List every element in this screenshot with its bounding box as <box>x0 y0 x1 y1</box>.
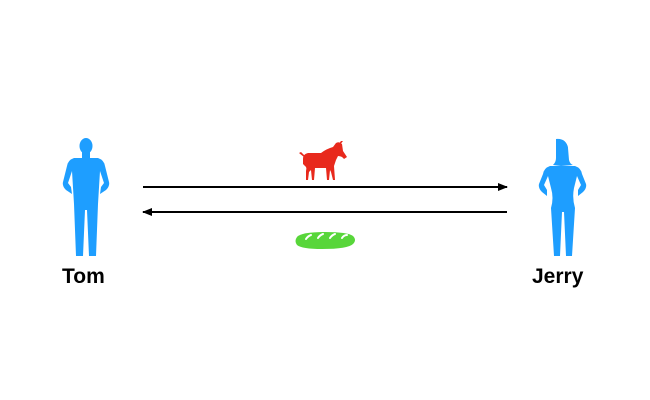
man-silhouette-icon <box>62 138 110 256</box>
person-name-tom: Tom <box>62 265 105 288</box>
woman-silhouette-icon <box>538 138 587 256</box>
person-name-jerry: Jerry <box>532 265 584 288</box>
bread-icon <box>295 232 355 249</box>
goat-icon <box>299 141 347 180</box>
